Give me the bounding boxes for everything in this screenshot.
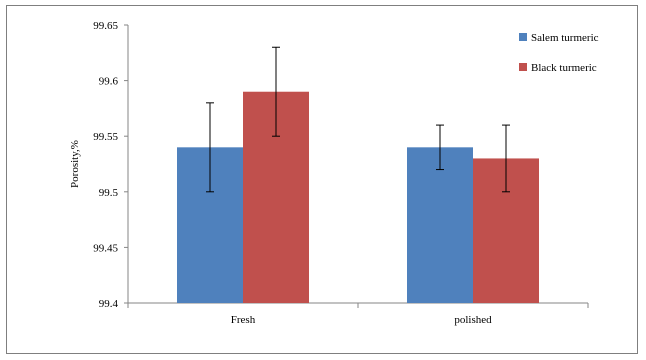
error-bars [206,46,510,193]
y-axis-title: Porosity,% [69,140,81,188]
bar [407,147,473,303]
y-tick-label: 99.4 [99,298,119,310]
x-tick-label: polished [454,314,492,326]
legend-swatch [519,33,527,41]
y-tick-label: 99.5 [99,187,119,199]
legend-label: Salem turmeric [531,32,599,44]
bars [177,91,539,303]
legend: Salem turmeric Black turmeric [519,32,599,74]
y-tick-label: 99.45 [93,242,118,254]
legend-swatch [519,63,527,71]
x-tick-label: Fresh [231,314,256,326]
y-ticks: 99.4 99.45 99.5 99.55 99.6 99.65 [93,20,128,310]
y-tick-label: 99.6 [99,76,119,88]
y-tick-label: 99.55 [93,131,118,143]
x-ticks: Fresh polished [127,303,589,326]
y-tick-label: 99.65 [93,20,118,32]
legend-label: Black turmeric [531,62,597,74]
